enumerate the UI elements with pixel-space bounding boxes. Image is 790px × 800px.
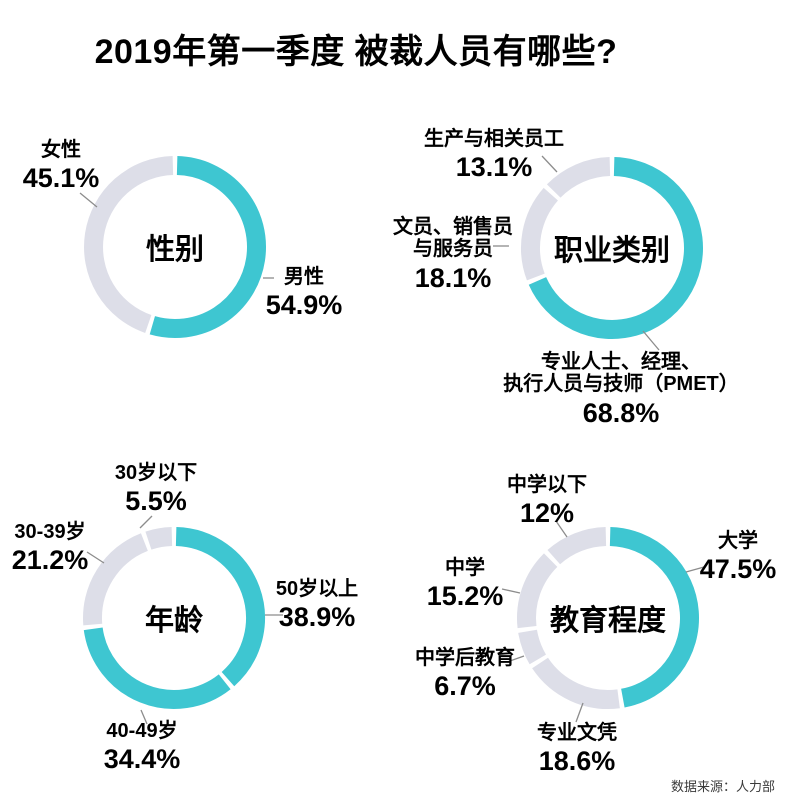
donut-segment xyxy=(546,157,611,198)
donut-segment xyxy=(84,156,174,333)
segment-name: 中学 xyxy=(445,557,485,579)
leader-line xyxy=(501,588,521,594)
segment-name: 专业文凭 xyxy=(537,722,617,744)
segment-name: 中学以下 xyxy=(507,474,587,496)
leader-line xyxy=(555,520,568,538)
leader-line xyxy=(642,330,660,351)
leader-line xyxy=(86,551,105,564)
donut-segment xyxy=(532,657,620,709)
segment-label: 专业文凭 18.6% xyxy=(537,722,617,777)
donut-segment xyxy=(83,533,149,626)
donut-center-label-education: 教育程度 xyxy=(549,605,667,637)
segment-name: 女性 xyxy=(41,139,81,161)
segment-label: 30-39岁 21.2% xyxy=(12,521,89,576)
percentage-value: 18.6% xyxy=(538,746,616,777)
percentage-value: 6.7% xyxy=(434,671,496,702)
segment-name: 与服务员 xyxy=(413,238,493,261)
segment-name: 30岁以下 xyxy=(114,462,198,484)
percentage-value: 15.2% xyxy=(426,581,504,612)
percentage-value: 47.5% xyxy=(699,554,777,585)
donut-segment xyxy=(528,157,703,339)
donut-segment xyxy=(83,627,231,709)
percentage-value: 12% xyxy=(519,498,575,529)
segment-name: 男性 xyxy=(284,266,324,288)
leader-line xyxy=(506,655,525,663)
page-title: 2019年第一季度 被裁人员有哪些? xyxy=(94,33,618,71)
segment-label: 30岁以下 5.5% xyxy=(115,462,197,517)
donut-center-label-gender: 性别 xyxy=(145,234,205,266)
segment-label: 女性 45.1% xyxy=(23,139,100,194)
segment-name: 专业人士、经理、 xyxy=(541,351,701,373)
percentage-value: 18.1% xyxy=(414,262,492,293)
percentage-value: 5.5% xyxy=(125,486,187,517)
donut-segment xyxy=(145,527,173,550)
leader-line xyxy=(575,702,584,723)
percentage-value: 34.4% xyxy=(103,744,181,775)
segment-name: 40-49岁 xyxy=(106,720,178,742)
leader-line xyxy=(541,155,558,173)
donut-center-label-occupation: 职业类别 xyxy=(553,235,671,267)
segment-name: 生产与相关员工 xyxy=(424,128,564,150)
donut-segment xyxy=(547,527,607,565)
segment-label: 生产与相关员工 13.1% xyxy=(424,128,564,183)
segment-label: 专业人士、经理、 执行人员与技师（PMET） 68.8% xyxy=(503,351,739,429)
segment-label: 男性 54.9% xyxy=(266,266,343,321)
leader-line xyxy=(79,192,98,208)
segment-label: 中学后教育 6.7% xyxy=(415,647,515,702)
segment-label: 中学 15.2% xyxy=(427,557,504,612)
data-source-note: 数据来源：人力部 xyxy=(670,779,775,794)
leader-line xyxy=(139,515,153,529)
donut-center-label-age: 年龄 xyxy=(144,605,204,637)
segment-name: 50岁以上 xyxy=(275,578,359,600)
donut-segment xyxy=(609,527,699,708)
donut-segment xyxy=(518,629,547,665)
leader-line xyxy=(140,709,148,725)
segment-name: 文员、销售员 xyxy=(393,216,513,238)
segment-name: 大学 xyxy=(718,530,758,552)
percentage-value: 54.9% xyxy=(265,290,343,321)
donut-segment xyxy=(149,156,266,338)
donut-segment xyxy=(521,187,559,281)
segment-label: 大学 47.5% xyxy=(700,530,777,585)
segment-name: 执行人员与技师（PMET） xyxy=(503,373,739,396)
segment-label: 40-49岁 34.4% xyxy=(104,720,181,775)
percentage-value: 13.1% xyxy=(455,152,533,183)
percentage-value: 38.9% xyxy=(278,602,356,633)
segment-label: 中学以下 12% xyxy=(507,474,587,529)
percentage-value: 45.1% xyxy=(22,163,100,194)
segment-name: 中学后教育 xyxy=(415,647,515,669)
percentage-value: 21.2% xyxy=(11,545,89,576)
leader-line xyxy=(685,566,705,573)
donut-segment xyxy=(517,553,558,629)
percentage-value: 68.8% xyxy=(582,397,660,428)
segment-name: 30-39岁 xyxy=(14,521,86,543)
donut-segment xyxy=(175,527,265,687)
segment-label: 文员、销售员 与服务员 18.1% xyxy=(393,216,513,294)
segment-label: 50岁以上 38.9% xyxy=(276,578,358,633)
